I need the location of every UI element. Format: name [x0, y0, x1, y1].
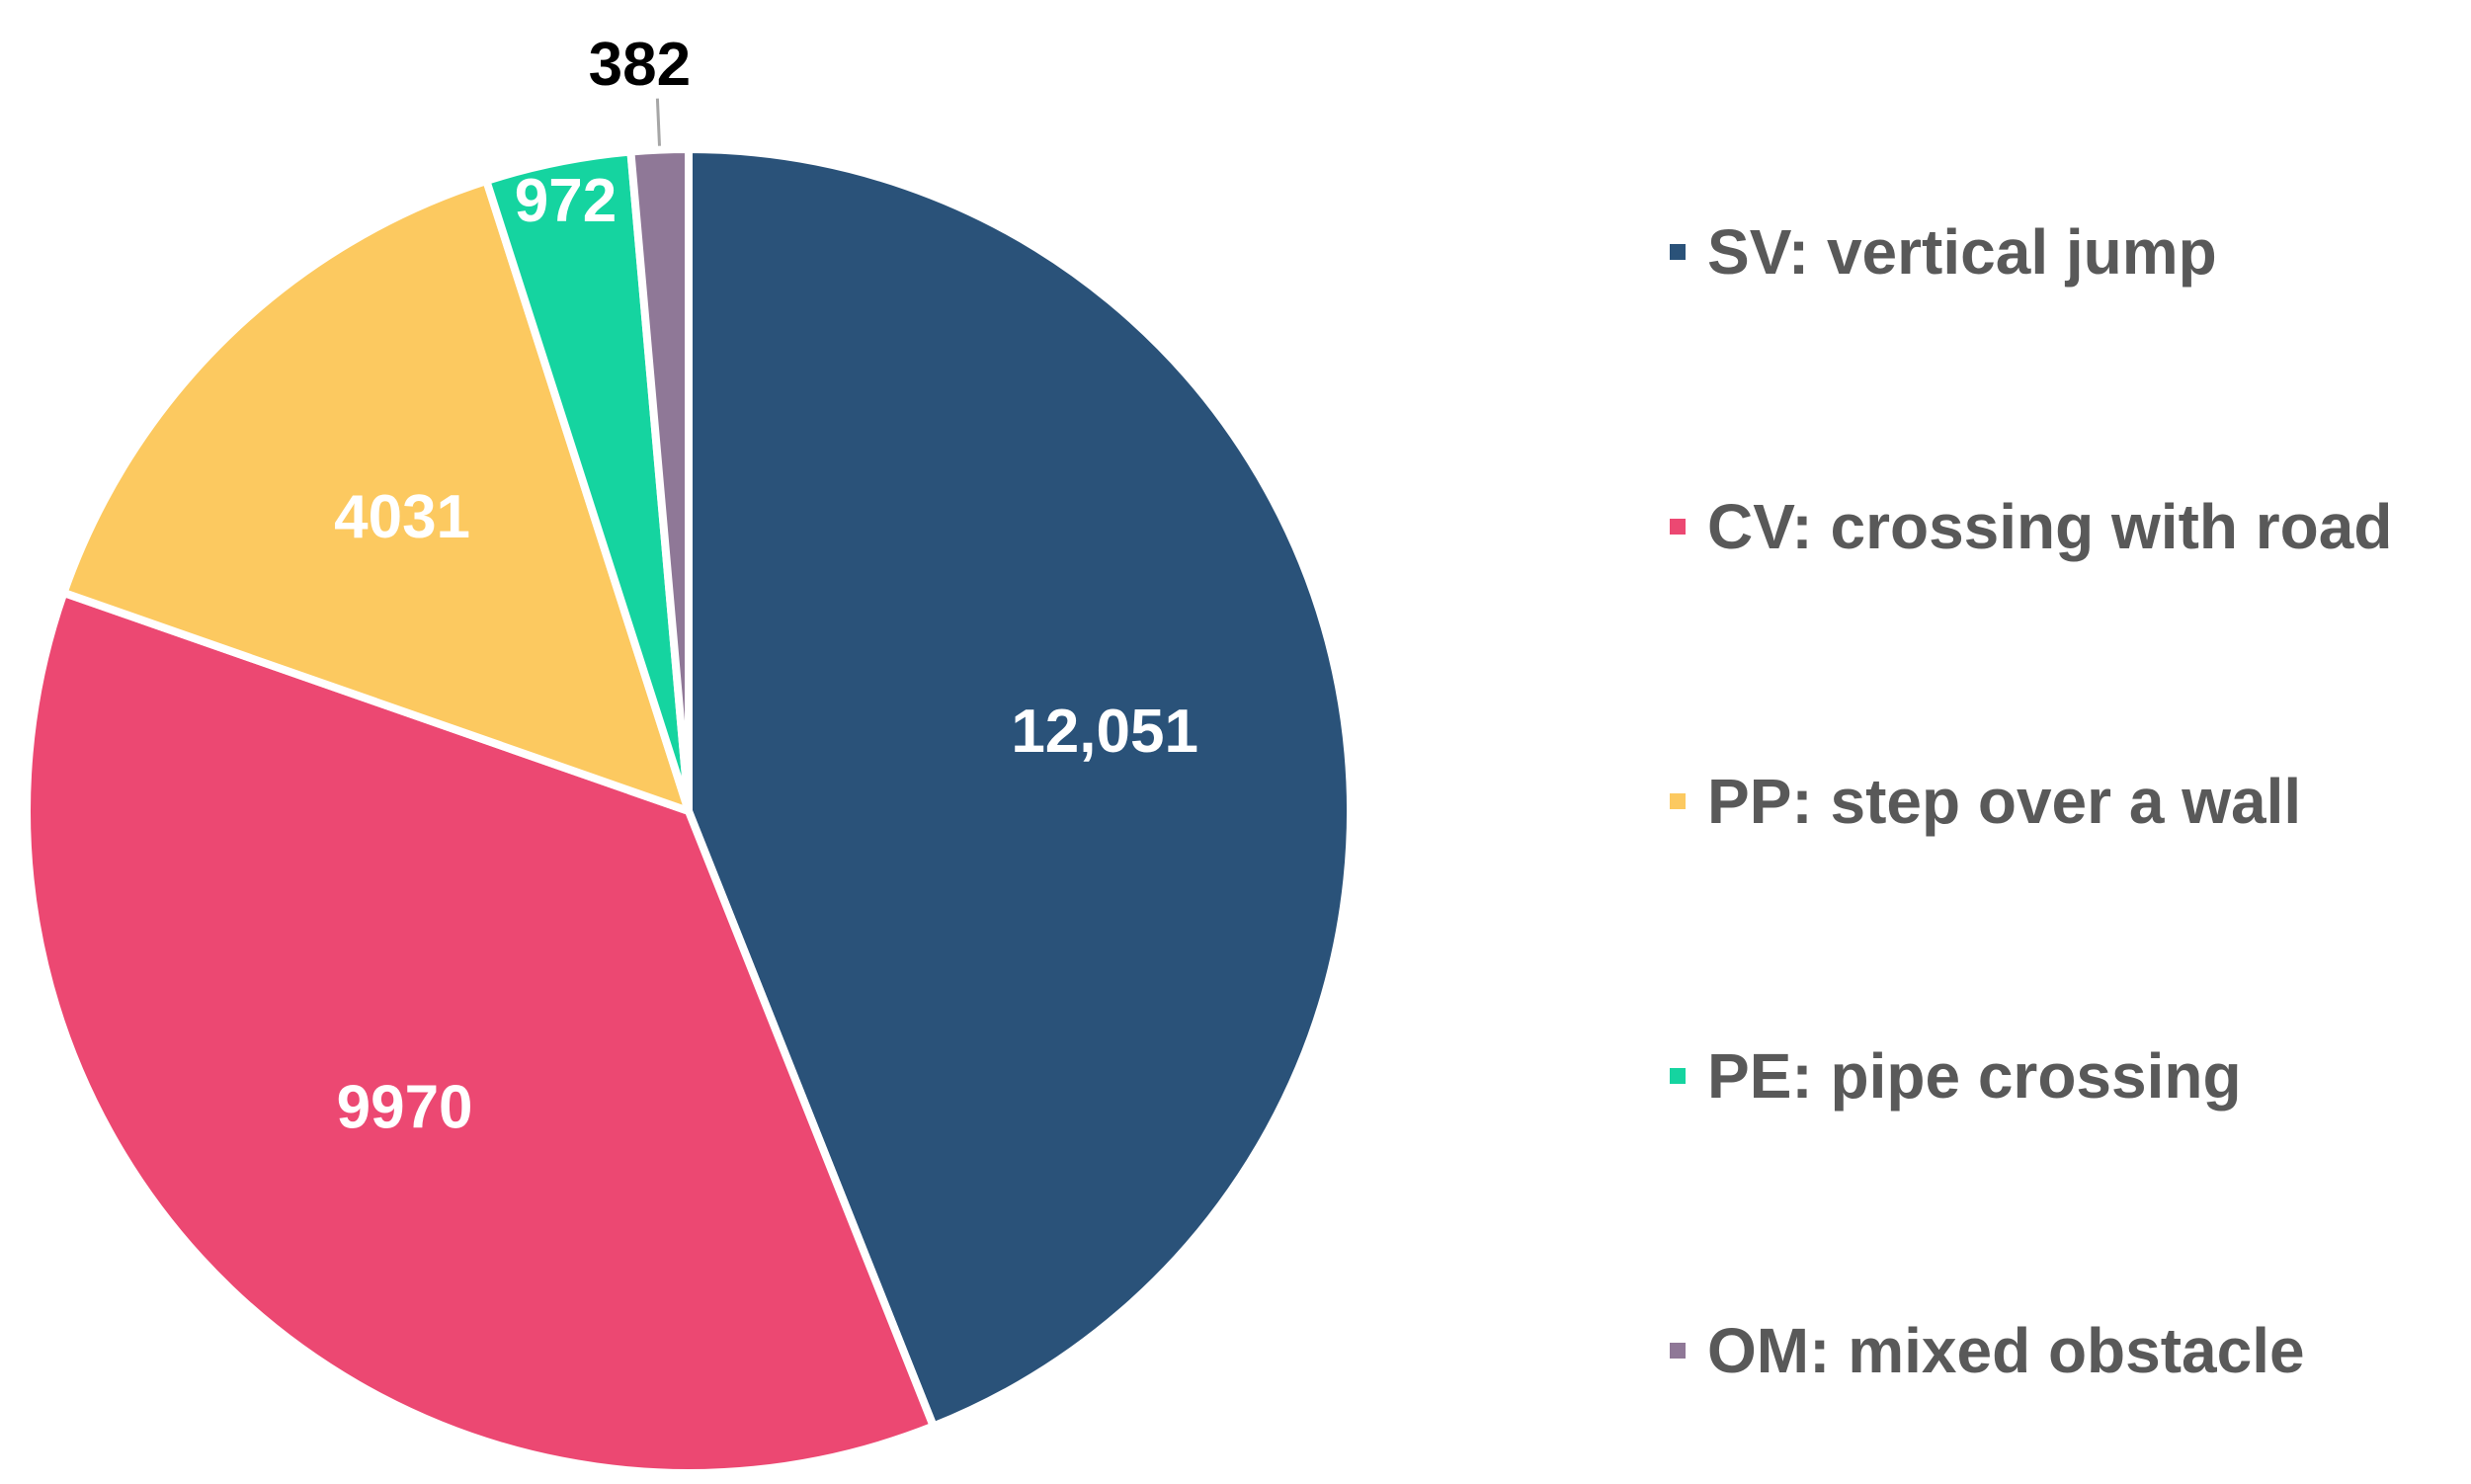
pie-slice-cv: [23, 588, 938, 1477]
pie-slice-sv: [685, 145, 1356, 1431]
pie-slice-pp: [59, 177, 693, 815]
legend-swatch-om: [1670, 1343, 1686, 1359]
data-label-sv: 12,051: [1011, 698, 1198, 766]
data-label-pe: 972: [515, 167, 617, 235]
legend-label-pe: PE: pipe crossing: [1707, 1040, 2242, 1112]
legend-label-sv: SV: vertical jump: [1707, 216, 2217, 288]
pie-slice-om: [626, 145, 693, 815]
pie-slices: [23, 145, 1356, 1477]
legend-label-om: OM: mixed obstacle: [1707, 1315, 2305, 1386]
data-label-om: 382: [589, 31, 691, 99]
legend-label-pp: PP: step over a wall: [1707, 766, 2301, 837]
legend: SV: vertical jump CV: crossing with road P…: [1670, 216, 2392, 1386]
pie-data-labels: 12,051 9970 4031 972 382: [334, 31, 1198, 1141]
data-label-cv: 9970: [337, 1073, 473, 1141]
legend-label-cv: CV: crossing with road: [1707, 491, 2392, 562]
legend-swatch-pe: [1670, 1068, 1686, 1084]
legend-swatch-pp: [1670, 793, 1686, 809]
legend-swatch-cv: [1670, 519, 1686, 535]
legend-swatch-sv: [1670, 244, 1686, 260]
leader-line-om: [655, 98, 661, 146]
data-label-pp: 4031: [334, 483, 470, 551]
